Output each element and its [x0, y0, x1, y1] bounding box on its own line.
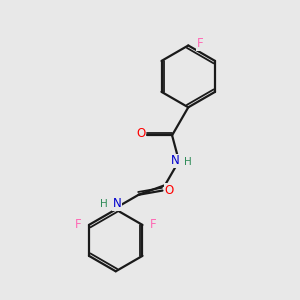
Text: F: F — [197, 38, 203, 50]
Text: N: N — [113, 197, 122, 210]
Text: F: F — [150, 218, 157, 231]
Text: F: F — [74, 218, 81, 231]
Text: N: N — [170, 154, 179, 167]
Text: H: H — [184, 158, 192, 167]
Text: O: O — [164, 184, 174, 197]
Text: O: O — [136, 128, 145, 140]
Text: H: H — [100, 199, 108, 208]
